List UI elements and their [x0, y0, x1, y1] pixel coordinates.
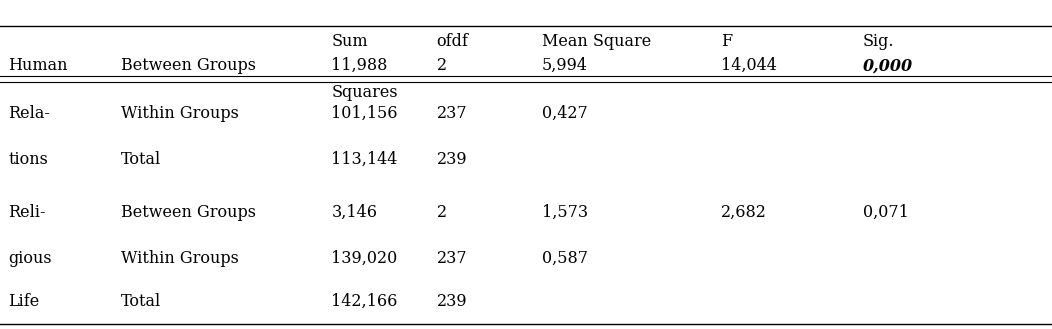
Text: 11,988: 11,988	[331, 57, 388, 74]
Text: 14,044: 14,044	[721, 57, 776, 74]
Text: 113,144: 113,144	[331, 151, 398, 168]
Text: Total: Total	[121, 292, 161, 310]
Text: 237: 237	[437, 105, 467, 122]
Text: F: F	[721, 33, 732, 50]
Text: 0,587: 0,587	[542, 250, 588, 267]
Text: Rela-: Rela-	[8, 105, 50, 122]
Text: 2: 2	[437, 57, 447, 74]
Text: 3,146: 3,146	[331, 204, 378, 221]
Text: Life: Life	[8, 292, 40, 310]
Text: 1,573: 1,573	[542, 204, 588, 221]
Text: 101,156: 101,156	[331, 105, 398, 122]
Text: Total: Total	[121, 151, 161, 168]
Text: 2,682: 2,682	[721, 204, 767, 221]
Text: Sum: Sum	[331, 33, 368, 50]
Text: Mean Square: Mean Square	[542, 33, 651, 50]
Text: Human: Human	[8, 57, 68, 74]
Text: Within Groups: Within Groups	[121, 105, 239, 122]
Text: 139,020: 139,020	[331, 250, 398, 267]
Text: 237: 237	[437, 250, 467, 267]
Text: 0,427: 0,427	[542, 105, 587, 122]
Text: 2: 2	[437, 204, 447, 221]
Text: 0,071: 0,071	[863, 204, 909, 221]
Text: Reli-: Reli-	[8, 204, 46, 221]
Text: tions: tions	[8, 151, 48, 168]
Text: 0,000: 0,000	[863, 57, 913, 74]
Text: Between Groups: Between Groups	[121, 204, 256, 221]
Text: Between Groups: Between Groups	[121, 57, 256, 74]
Text: 239: 239	[437, 292, 467, 310]
Text: 5,994: 5,994	[542, 57, 588, 74]
Text: 142,166: 142,166	[331, 292, 398, 310]
Text: Squares: Squares	[331, 84, 398, 101]
Text: 239: 239	[437, 151, 467, 168]
Text: ofdf: ofdf	[437, 33, 468, 50]
Text: Sig.: Sig.	[863, 33, 894, 50]
Text: gious: gious	[8, 250, 52, 267]
Text: Within Groups: Within Groups	[121, 250, 239, 267]
